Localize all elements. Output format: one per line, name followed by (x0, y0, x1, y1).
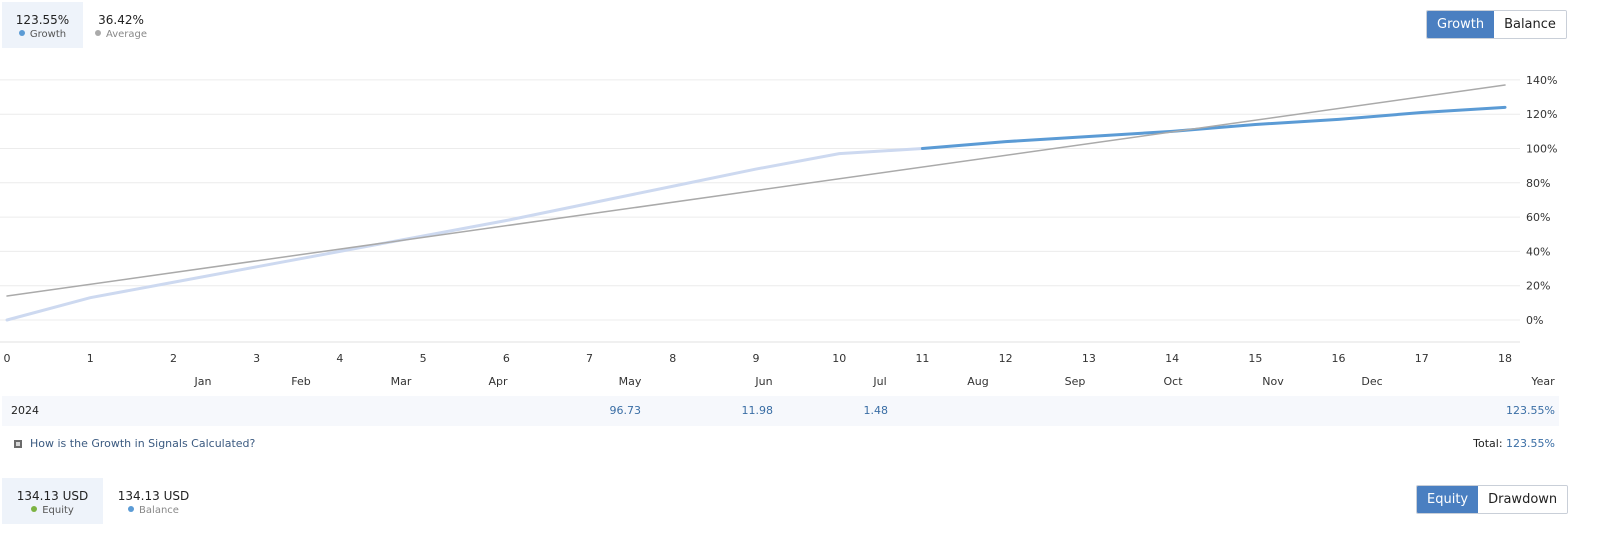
month-label: May (619, 375, 642, 388)
year-row: 2024 96.73 11.98 1.48 123.55% (2, 396, 1559, 426)
total-value: 123.55% (1506, 437, 1555, 450)
chart-series (5, 84, 1507, 322)
x-tick-label: 3 (253, 352, 260, 365)
growth-help-link[interactable]: How is the Growth in Signals Calculated? (30, 437, 256, 450)
x-tick-label: 2 (170, 352, 177, 365)
x-tick-label: 6 (503, 352, 510, 365)
equity-drawdown-toggle: Equity Drawdown (1416, 485, 1569, 514)
month-label: Mar (391, 375, 412, 388)
y-tick-label: 0% (1526, 314, 1543, 327)
year-total-value: 123.55% (1506, 404, 1555, 417)
average-dot-icon (94, 30, 101, 36)
month-label: Apr (488, 375, 508, 388)
y-tick-label: 20% (1526, 280, 1550, 293)
balance-toggle-button[interactable]: Balance (1494, 11, 1566, 38)
equity-label: Equity (42, 505, 74, 516)
x-tick-label: 15 (1248, 352, 1262, 365)
month-label: Oct (1163, 375, 1183, 388)
x-tick-label: 11 (915, 352, 929, 365)
equity-dot-icon (31, 506, 38, 512)
x-tick-label: 5 (420, 352, 427, 365)
equity-value: 134.13 USD (16, 489, 89, 503)
x-tick-label: 10 (832, 352, 846, 365)
series-line-average (6, 84, 1506, 297)
x-tick-label: 7 (586, 352, 593, 365)
x-tick-label: 0 (4, 352, 11, 365)
series-line-growth (920, 105, 1507, 150)
x-axis-ticks: 0 1 2 3 4 5 6 7 8 9 10 11 12 13 14 15 16 17 18 (4, 352, 1513, 365)
month-label: Year (1530, 375, 1555, 388)
x-tick-label: 14 (1165, 352, 1179, 365)
x-tick-label: 18 (1498, 352, 1512, 365)
equity-stat[interactable]: 134.13 USD Equity (2, 478, 103, 524)
x-tick-label: 9 (753, 352, 760, 365)
y-tick-label: 60% (1526, 211, 1550, 224)
month-label: Feb (291, 375, 310, 388)
average-label: Average (105, 29, 148, 40)
total-row: Total: 123.55% (1473, 437, 1555, 450)
drawdown-toggle-button[interactable]: Drawdown (1478, 486, 1568, 513)
jun-value: 11.98 (741, 404, 774, 417)
y-tick-label: 120% (1526, 108, 1557, 121)
month-label: Dec (1361, 375, 1382, 388)
growth-dot-icon (18, 30, 25, 36)
growth-stat[interactable]: 123.55% Growth (2, 2, 83, 48)
y-tick-label: 100% (1526, 143, 1557, 156)
month-label: Nov (1262, 375, 1284, 388)
average-value: 36.42% (98, 13, 144, 27)
may-value: 96.73 (609, 404, 642, 417)
calculator-icon (14, 439, 22, 448)
x-tick-label: 16 (1332, 352, 1346, 365)
growth-toggle-button[interactable]: Growth (1427, 11, 1495, 38)
month-label: Sep (1065, 375, 1086, 388)
y-tick-label: 40% (1526, 245, 1550, 258)
month-label: Jul (872, 375, 886, 388)
month-labels: Jan Feb Mar Apr May Jun Jul Aug Sep Oct Nov Dec Year (194, 375, 1556, 388)
x-tick-label: 13 (1082, 352, 1096, 365)
y-tick-label: 140% (1526, 74, 1557, 87)
growth-label: Growth (29, 29, 67, 40)
average-stat[interactable]: 36.42% Average (83, 2, 159, 48)
month-label: Aug (967, 375, 988, 388)
balance-value: 134.13 USD (117, 489, 190, 503)
month-label: Jan (194, 375, 212, 388)
y-tick-label: 80% (1526, 177, 1550, 190)
year-label: 2024 (11, 404, 39, 417)
series-line-growth (5, 147, 924, 322)
x-tick-label: 8 (669, 352, 676, 365)
balance-stat[interactable]: 134.13 USD Balance (103, 478, 204, 524)
growth-chart: 0%20%40%60%80%100%120%140% 0 1 2 3 4 5 6 7 8 9 10 1… (0, 74, 1557, 388)
y-axis-ticks: 0% 20% 40% 60% 80% 100% 120% 140% (1526, 74, 1557, 327)
growth-value: 123.55% (15, 13, 70, 27)
equity-toggle-button[interactable]: Equity (1417, 486, 1479, 513)
balance-label: Balance (139, 505, 179, 516)
growth-balance-toggle: Growth Balance (1426, 10, 1567, 39)
x-tick-label: 4 (336, 352, 343, 365)
total-label: Total: (1473, 437, 1503, 450)
month-label: Jun (754, 375, 772, 388)
jul-value: 1.48 (863, 404, 889, 417)
x-tick-label: 1 (87, 352, 94, 365)
balance-dot-icon (128, 506, 135, 512)
chart-grid (0, 79, 1520, 343)
x-tick-label: 17 (1415, 352, 1429, 365)
x-tick-label: 12 (999, 352, 1013, 365)
help-row: How is the Growth in Signals Calculated? (14, 437, 255, 450)
